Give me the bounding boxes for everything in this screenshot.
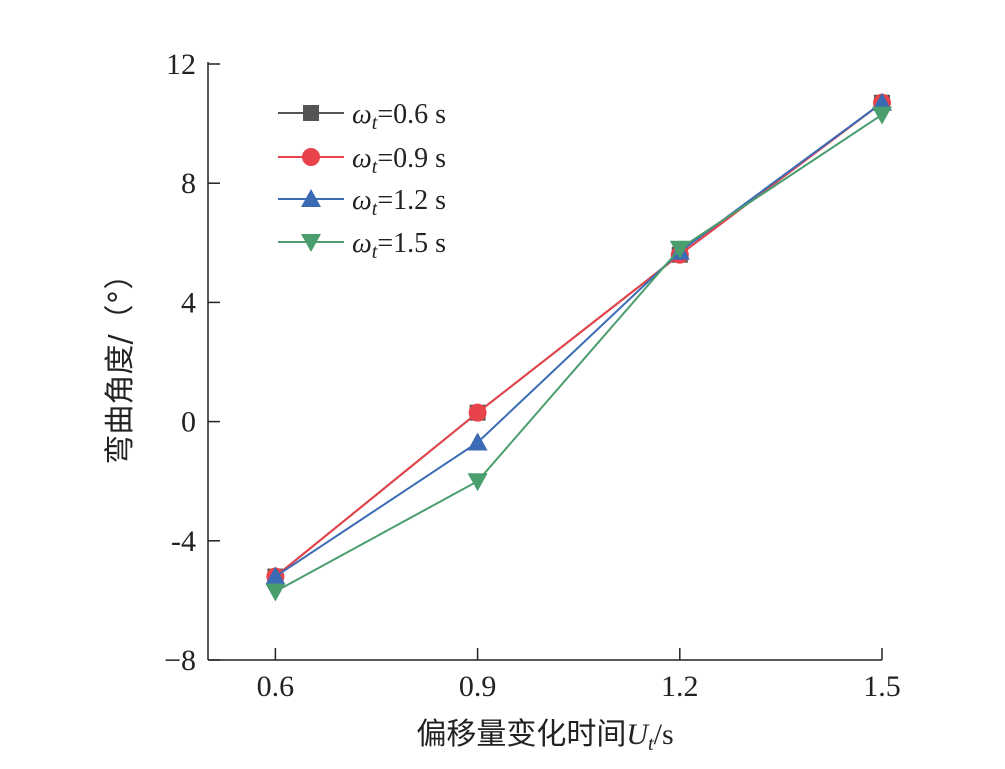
y-axis-label: 弯曲角度/（°） [103, 259, 138, 464]
series-line [274, 101, 883, 578]
legend-label: ωt=0.9 s [352, 143, 446, 178]
legend-marker [302, 148, 320, 166]
legend-item: ωt=1.5 s [278, 228, 446, 263]
legend-marker [303, 105, 319, 121]
y-tick-label: 4 [181, 286, 196, 319]
y-tick-label: -4 [171, 525, 196, 558]
y-tick-label: 0 [181, 406, 196, 439]
legend-marker [301, 234, 321, 252]
axes: −8 -4 0 4 8 12 0.6 0.9 1.2 1.5 [164, 48, 901, 703]
legend-item: ωt=1.2 s [278, 185, 446, 220]
x-tick-label: 0.9 [459, 670, 497, 703]
x-tick-label: 0.6 [257, 670, 295, 703]
data-point [468, 403, 487, 422]
y-tick-label: −8 [164, 644, 196, 677]
data-point [872, 92, 892, 111]
series-layer [265, 92, 892, 602]
x-tick-label: 1.2 [661, 670, 699, 703]
legend-item: ωt=0.9 s [278, 143, 446, 178]
axis-labels: 偏移量变化时间Ut/s 弯曲角度/（°） [103, 259, 674, 755]
data-point [265, 583, 286, 602]
data-point [265, 566, 286, 585]
data-point [467, 432, 488, 451]
y-tick-label: 8 [181, 167, 196, 200]
series-line [274, 113, 883, 593]
data-point [467, 473, 488, 492]
x-axis-label: 偏移量变化时间Ut/s [416, 717, 673, 755]
series-line [274, 101, 883, 578]
legend: ωt=0.6 s ωt=0.9 s ωt=1.2 s ωt=1.5 s [278, 99, 446, 263]
series-4 [265, 106, 892, 602]
data-point [669, 240, 690, 259]
legend-item: ωt=0.6 s [278, 99, 446, 134]
y-tick-label: 12 [166, 48, 196, 81]
legend-label: ωt=0.6 s [352, 99, 446, 134]
x-tick-label: 1.5 [863, 670, 901, 703]
data-point [872, 106, 892, 125]
legend-marker [301, 189, 321, 207]
legend-label: ωt=1.5 s [352, 228, 446, 263]
legend-label: ωt=1.2 s [352, 185, 446, 220]
